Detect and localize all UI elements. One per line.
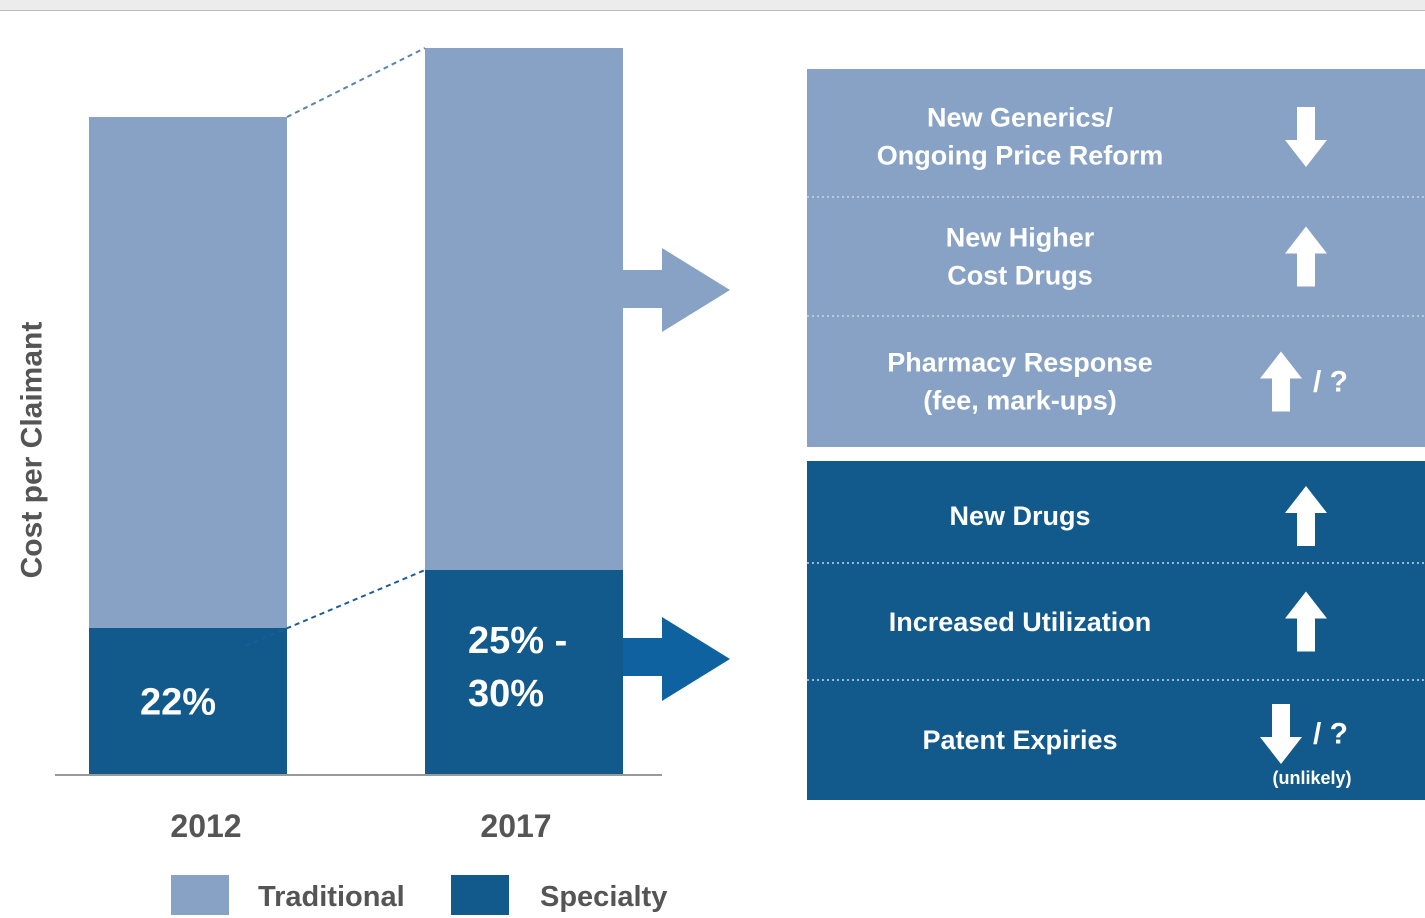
bar-label: 22% <box>140 681 217 724</box>
indicator-suffix: / ? <box>1313 717 1348 751</box>
indicator-note: (unlikely) <box>1272 767 1352 788</box>
bar-traditional <box>425 48 623 570</box>
arrow <box>623 617 730 701</box>
row-text: Increased Utilization <box>888 606 1152 637</box>
indicator-arrow <box>1285 591 1327 652</box>
row-text: New Higher Cost Drugs <box>945 222 1095 291</box>
connector <box>244 569 426 647</box>
arrow <box>623 248 730 332</box>
panel <box>807 69 1425 447</box>
indicator-arrow <box>1285 486 1327 546</box>
indicator-suffix: / ? <box>1313 364 1348 398</box>
legend-swatch <box>451 875 509 915</box>
indicator-arrow <box>1260 351 1302 412</box>
panel <box>807 461 1425 800</box>
legend-swatch <box>171 875 229 915</box>
bar-label: 25% - 30% <box>468 619 568 715</box>
legend-label: Specialty <box>540 880 668 913</box>
indicator-arrow <box>1285 226 1327 287</box>
row-text: New Drugs <box>949 500 1091 531</box>
row-text: Pharmacy Response (fee, mark-ups) <box>887 347 1153 416</box>
y-axis-label: Cost per Claimant <box>15 321 49 579</box>
connector <box>286 47 426 118</box>
legend-label: Traditional <box>258 880 405 913</box>
bar-specialty <box>425 570 623 775</box>
row-text: Patent Expiries <box>922 724 1118 755</box>
indicator-arrow <box>1260 704 1302 764</box>
bar-traditional <box>89 117 287 628</box>
x-tick-label: 2017 <box>480 807 552 844</box>
top-bar <box>0 0 1425 10</box>
x-tick-label: 2012 <box>170 807 242 844</box>
bar-specialty <box>89 628 287 775</box>
indicator-arrow <box>1285 107 1327 167</box>
row-text: New Generics/ Ongoing Price Reform <box>876 102 1164 171</box>
